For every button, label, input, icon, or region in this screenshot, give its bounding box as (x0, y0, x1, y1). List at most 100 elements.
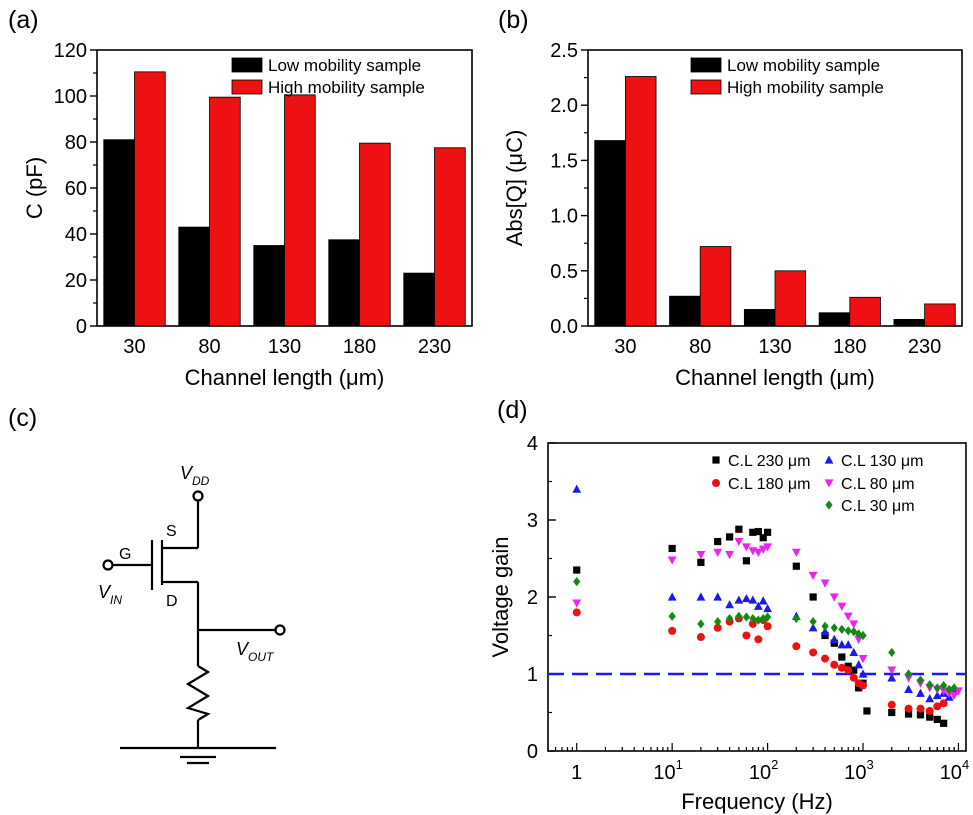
chart-d-point-triangle-down (758, 545, 768, 554)
chart-b-x-tick-label-130: 130 (758, 336, 791, 358)
chart-d-point-square (916, 711, 925, 719)
chart-d-point-diamond (759, 613, 767, 624)
chart-d-point-triangle-up (696, 592, 706, 601)
chart-a-y-tick-label: 20 (65, 270, 87, 292)
drain-label: D (166, 593, 178, 610)
chart-d-point-diamond (668, 611, 676, 621)
chart-d-point-triangle-down (696, 551, 706, 560)
chart-d-point-triangle-up (713, 592, 723, 601)
chart-a-bar-high-130 (284, 94, 316, 327)
chart-a-legend-label-0: Low mobility sample (268, 56, 421, 75)
chart-b-bar-low-180 (818, 312, 851, 327)
chart-d-point-square (735, 525, 743, 533)
chart-b-y-tick-label: 0.0 (550, 316, 578, 338)
chart-a-bar-high-230 (434, 147, 466, 327)
chart-d-point-triangle-up (858, 669, 868, 678)
chart-b-y-tick-label: 0.5 (550, 261, 578, 283)
chart-d-point-circle (933, 702, 942, 711)
chart-d-point-triangle-up (925, 694, 935, 703)
chart-b-bar-high-80 (699, 246, 732, 327)
chart-a-x-tick-label-80: 80 (198, 336, 220, 358)
chart-d-point-diamond (742, 612, 751, 622)
chart-d-point-square (792, 562, 800, 570)
chart-d-point-triangle-down (725, 551, 735, 560)
chart-d-point-diamond (726, 613, 734, 624)
chart-d-point-square (821, 631, 829, 640)
chart-d-point-diamond (940, 680, 948, 691)
chart-d-x-tick-label: 101 (653, 757, 682, 784)
chart-d-point-diamond (573, 577, 581, 587)
chart-d-x-tick-label: 103 (844, 757, 873, 784)
chart-b-bar-high-130 (774, 270, 807, 327)
panel-label-d: (d) (497, 396, 528, 424)
chart-a-x-tick-label-230: 230 (418, 336, 451, 358)
chart-b-bar-low-80 (669, 295, 701, 327)
chart-b-legend-label-1: High mobility sample (727, 78, 884, 97)
chart-d-point-triangle-up (904, 684, 913, 693)
chart-d-y-tick-label: 1 (527, 664, 538, 686)
chart-d-point-triangle-down (949, 691, 959, 701)
chart-d-legend-label-1: C.L 180 μm (728, 476, 810, 493)
chart-d-y-tick-label: 2 (527, 587, 538, 609)
chart-d-point-square (904, 710, 913, 718)
chart-d-point-circle (939, 699, 948, 708)
chart-d-point-square (940, 719, 948, 727)
chart-a-legend-swatch-0 (231, 57, 263, 73)
chart-a-bar-high-30 (134, 71, 166, 327)
inverter-circuit-diagram (102, 490, 286, 765)
chart-d-legend-marker-2 (824, 455, 834, 464)
chart-d-point-triangle-down (843, 612, 853, 621)
chart-d-point-diamond (754, 615, 762, 625)
chart-d-x-tick-label: 1 (571, 762, 582, 784)
chart-d-legend-marker-0 (712, 456, 720, 464)
chart-d-point-triangle-up (725, 600, 735, 609)
chart-b-y-axis-label: Abs[Q] (μC) (502, 130, 527, 247)
chart-d-point-diamond (933, 683, 941, 693)
chart-d-point-circle (830, 660, 839, 669)
chart-d-point-square (749, 528, 757, 536)
chart-d-point-triangle-up (854, 660, 864, 669)
chart-b-y-tick-label: 1.0 (550, 206, 578, 228)
chart-d-legend-marker-4 (825, 500, 833, 510)
chart-d-point-square (742, 557, 751, 565)
chart-d-point-diamond (844, 626, 852, 636)
chart-d-point-diamond (838, 624, 846, 634)
panel-label-c: (c) (8, 404, 37, 432)
chart-d-point-circle (754, 635, 763, 644)
chart-d-point-square (888, 708, 896, 717)
chart-d-point-triangle-down (849, 620, 859, 629)
chart-d-point-square (850, 666, 858, 674)
chart-d-point-triangle-down (753, 548, 763, 557)
chart-b-legend-label-0: Low mobility sample (727, 56, 880, 75)
panel-label-a: (a) (8, 6, 39, 34)
chart-d-point-circle (748, 619, 757, 628)
chart-d-point-circle (696, 633, 705, 642)
chart-d-point-square (855, 684, 863, 692)
chart-d-x-tick-base: 10 (844, 762, 866, 784)
chart-d-point-triangle-down (791, 548, 801, 557)
chart-d-point-square (726, 533, 734, 541)
chart-a-bar-low-230 (403, 272, 435, 327)
chart-d-point-circle (925, 706, 934, 715)
chart-d-x-tick-base: 10 (940, 762, 962, 784)
chart-b-bar-low-230 (893, 318, 926, 327)
chart-a-bar-low-180 (328, 239, 360, 327)
chart-d-point-circle (821, 654, 830, 663)
chart-d-point-triangle-up (887, 673, 897, 682)
chart-d-point-diamond (749, 613, 757, 624)
chart-d-point-circle (849, 673, 858, 682)
chart-a-y-tick-label: 0 (76, 316, 87, 338)
chart-d-point-circle (887, 700, 896, 709)
chart-d-point-triangle-up (829, 634, 839, 643)
chart-d-point-square (668, 544, 676, 553)
chart-d-point-circle (844, 666, 853, 675)
chart-a-x-tick-label-130: 130 (268, 336, 301, 358)
chart-d-point-circle (792, 642, 801, 651)
chart-d-legend-label-2: C.L 130 μm (841, 453, 923, 470)
vdd-terminal (192, 490, 204, 502)
chart-d-point-triangle-up (837, 640, 847, 649)
vout-terminal (274, 624, 286, 636)
chart-a-bar-high-180 (359, 142, 391, 327)
